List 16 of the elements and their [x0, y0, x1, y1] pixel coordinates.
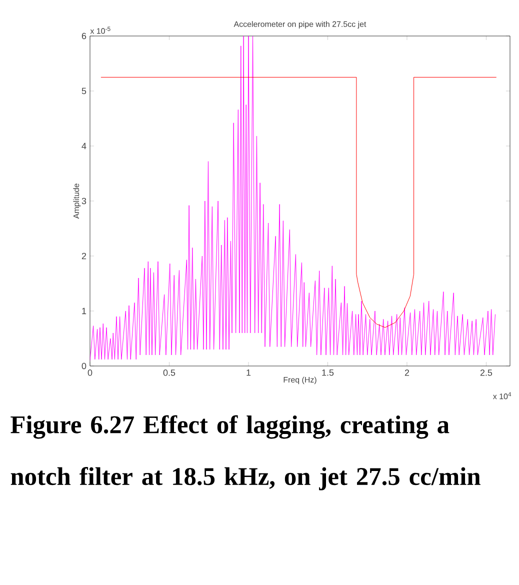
line-series: [100, 77, 497, 328]
x-tick-label: 1.5: [322, 370, 334, 376]
y-tick-label: 0: [82, 362, 86, 370]
x-tick-label: 1: [246, 370, 251, 376]
x-tick-label: 2.5: [480, 370, 492, 376]
y-tick-label: 3: [82, 198, 86, 204]
line-series: [90, 36, 496, 361]
x-tick-label: 0: [88, 370, 92, 376]
x-tick-label: 2: [404, 370, 410, 376]
y-tick-label: 6: [82, 32, 86, 40]
y-tick-label: 4: [82, 142, 86, 150]
y-tick-label: 2: [82, 252, 86, 260]
caption: Figure 6.27 Effect of lagging, creating a notch filter at 18.5 kHz, on jet 27.5 cc/min: [10, 415, 480, 490]
y-tick-label: 5: [82, 88, 86, 94]
y-tick-label: 1: [82, 308, 86, 314]
x-tick-label: 0.5: [163, 370, 176, 376]
